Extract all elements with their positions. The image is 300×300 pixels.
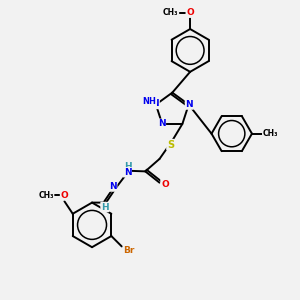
Text: H: H	[124, 162, 131, 171]
Text: O: O	[161, 180, 169, 189]
Text: CH₃: CH₃	[38, 191, 54, 200]
Text: NH: NH	[142, 97, 156, 106]
Text: N: N	[185, 100, 193, 109]
Text: N: N	[124, 168, 131, 177]
Text: Br: Br	[124, 246, 135, 255]
Text: S: S	[167, 140, 174, 150]
Text: CH₃: CH₃	[262, 129, 278, 138]
Text: O: O	[186, 8, 194, 17]
Text: H: H	[101, 202, 109, 211]
Text: N: N	[158, 119, 165, 128]
Text: CH₃: CH₃	[163, 8, 178, 17]
Text: N: N	[152, 100, 159, 109]
Text: O: O	[61, 191, 68, 200]
Text: N: N	[109, 182, 117, 191]
